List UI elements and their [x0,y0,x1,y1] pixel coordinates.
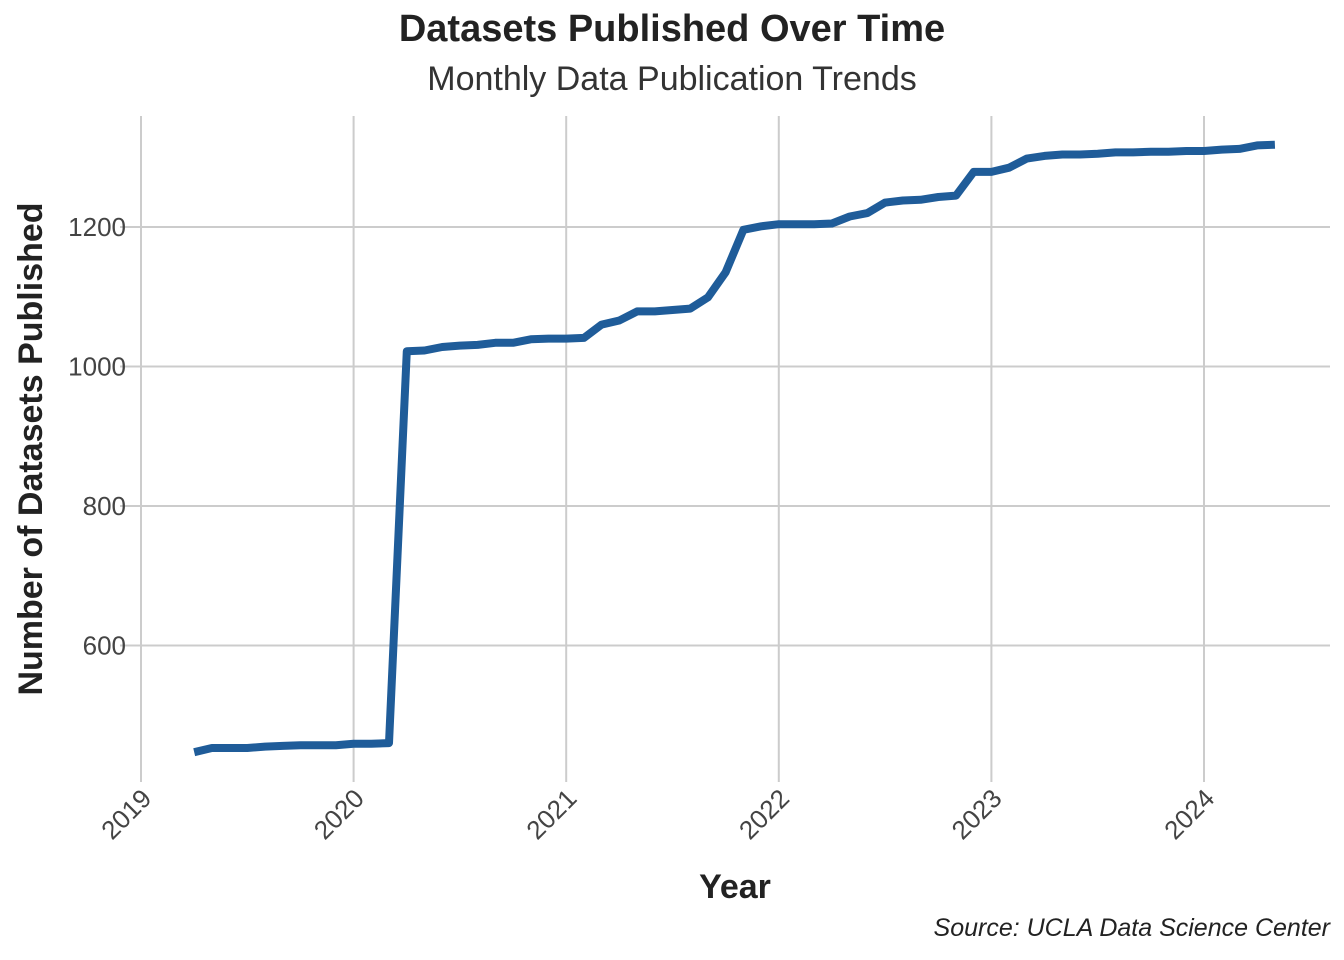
y-tick-label: 600 [83,631,126,661]
series-line [193,140,1276,757]
y-axis-label: Number of Datasets Published [12,202,50,695]
x-tick-label: 2021 [520,783,582,845]
y-tick-label: 1200 [68,212,126,242]
x-tick-label: 2022 [733,783,795,845]
x-tick-labels: 2019 2020 2021 2022 2023 2024 [95,783,1220,845]
x-tick-label: 2019 [95,783,157,845]
y-gridlines [120,226,1330,647]
x-tick-label: 2024 [1158,783,1220,845]
y-tick-label: 800 [83,491,126,521]
source-caption: Source: UCLA Data Science Center [933,914,1330,942]
x-gridlines [140,116,1205,782]
chart-title: Datasets Published Over Time [398,8,946,50]
y-tick-label: 1000 [68,352,126,382]
x-axis-label: Year [699,868,771,906]
x-tick-label: 2023 [946,783,1008,845]
chart-subtitle: Monthly Data Publication Trends [427,60,917,98]
y-tick-labels: 600 800 1000 1200 [68,212,126,661]
x-tick-label: 2020 [308,783,370,845]
